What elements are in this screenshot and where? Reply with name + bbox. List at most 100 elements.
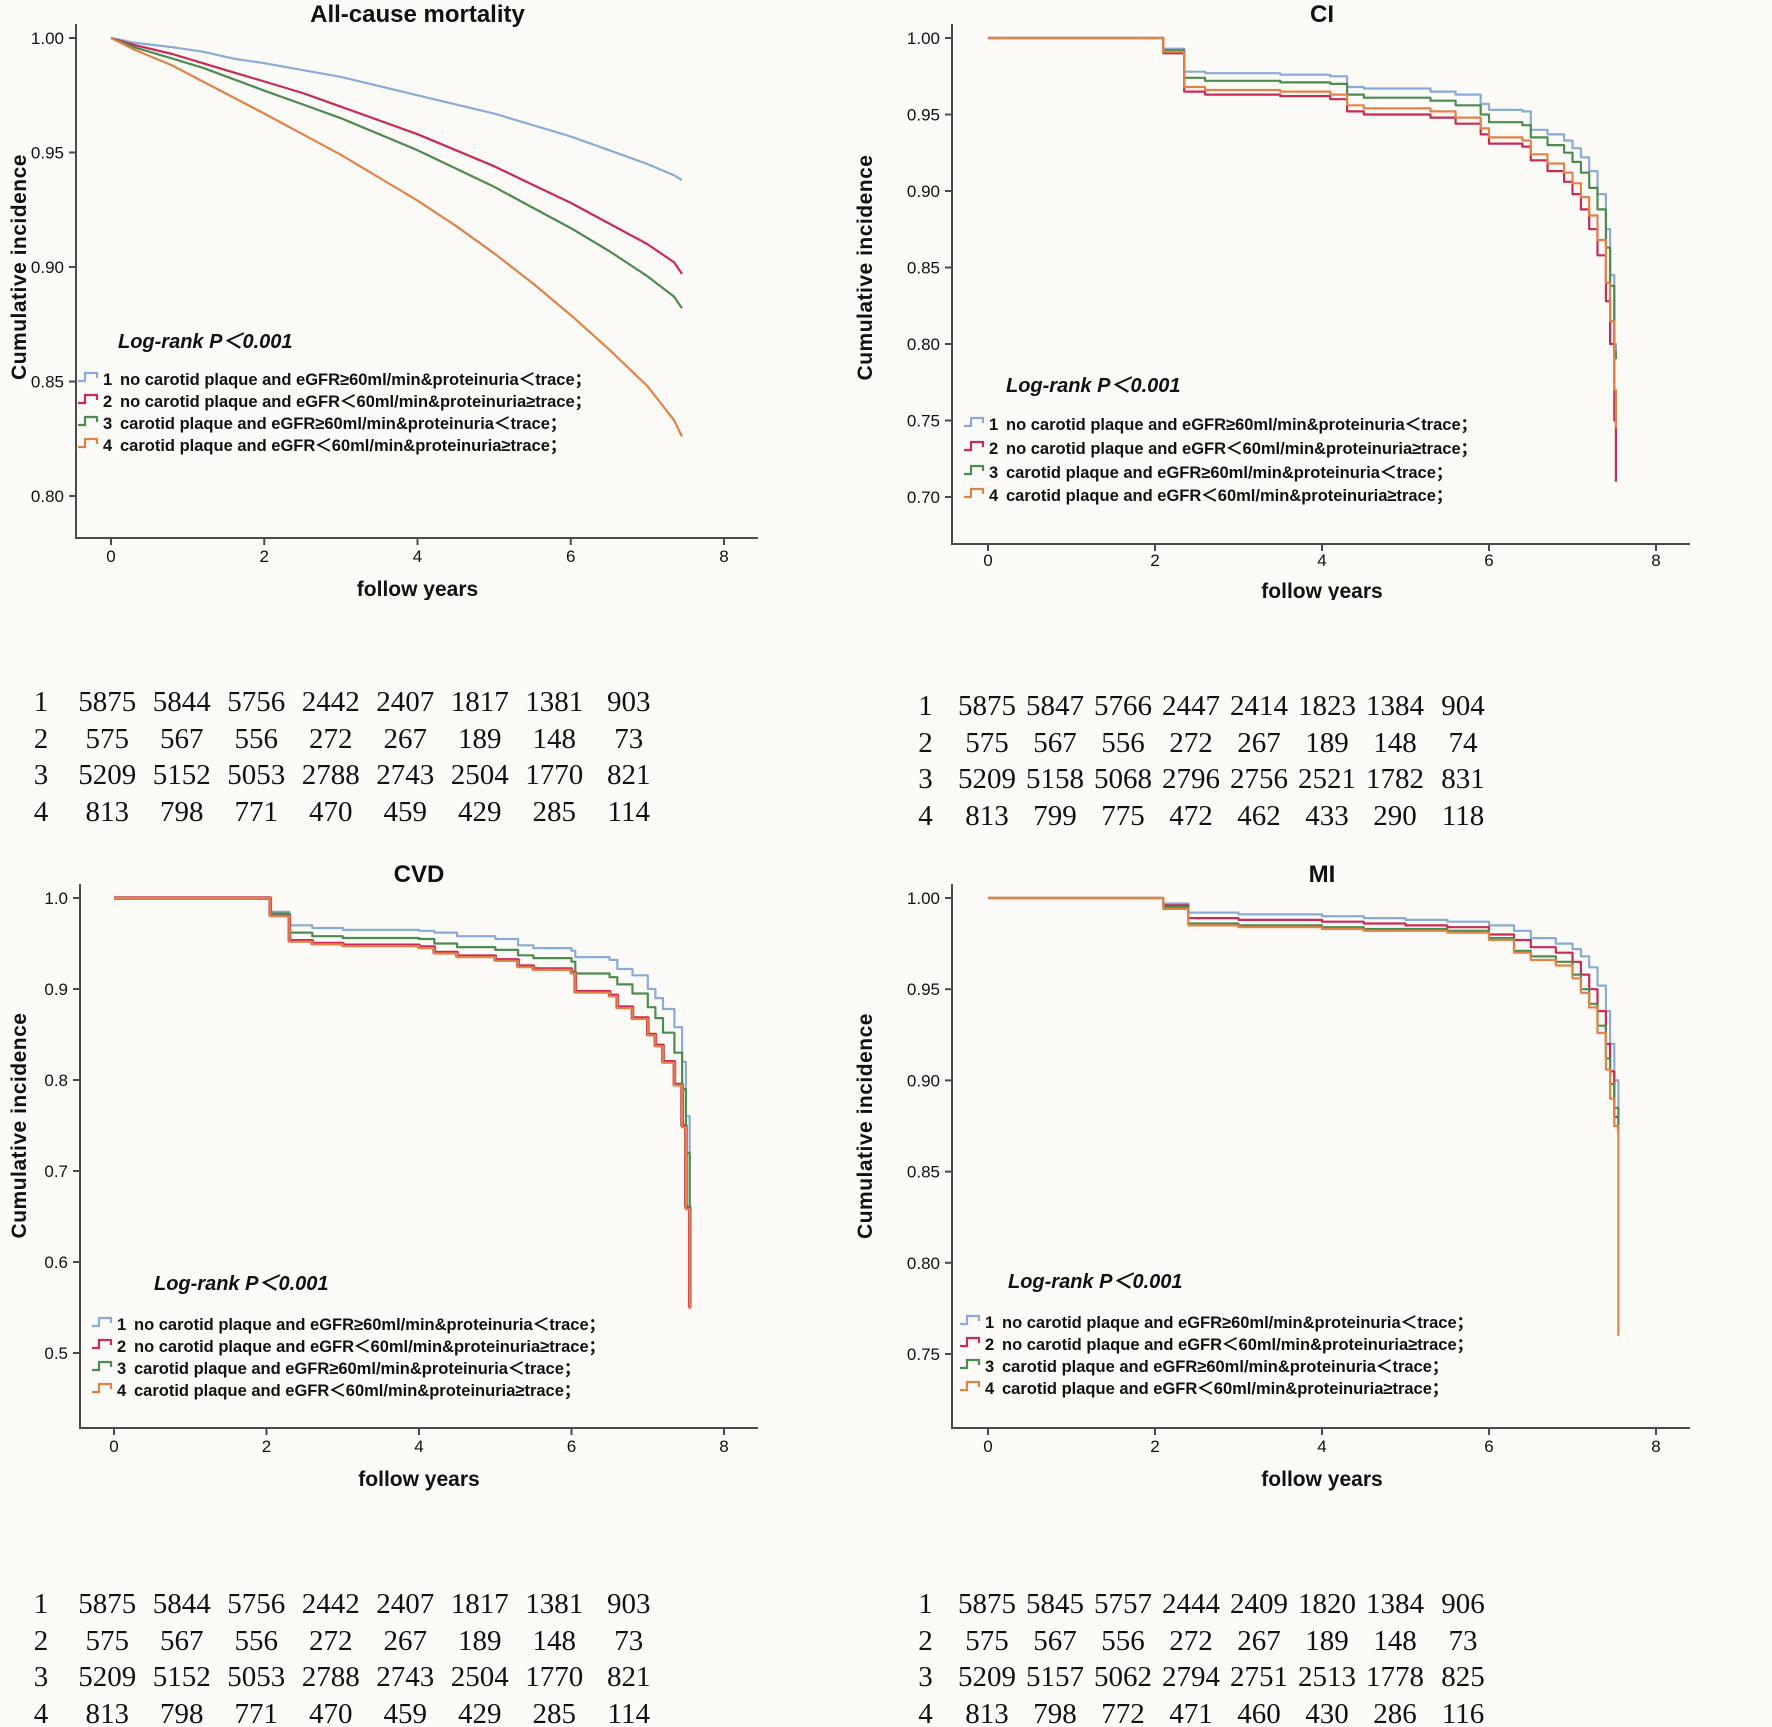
risk-table-row: 4 813 798 771 470 459 429 285 114 xyxy=(12,1696,666,1727)
risk-table-cell: 2796 xyxy=(1162,763,1220,795)
risk-table-cell: 116 xyxy=(1441,1697,1485,1727)
risk-table-cell: 2 xyxy=(33,1624,49,1657)
risk-table-cell: 556 xyxy=(1101,726,1145,759)
legend-entry-number: 4 xyxy=(103,437,113,455)
risk-table-cell: 5875 xyxy=(958,690,1016,722)
legend-entry-number: 2 xyxy=(985,1336,994,1354)
y-tick-label: 1.0 xyxy=(44,889,68,908)
axes xyxy=(75,24,758,539)
risk-table-row: 2 575 567 556 272 267 189 148 73 xyxy=(898,1623,1497,1660)
legend-entry-label: no carotid plaque and eGFR≥60ml/min&prot… xyxy=(120,371,591,389)
risk-table-cell: 267 xyxy=(383,722,428,755)
risk-table-cell: 4 xyxy=(33,795,49,828)
risk-table-cell: 1381 xyxy=(525,1588,584,1620)
y-tick-label: 0.80 xyxy=(907,1254,940,1273)
legend-entry-label: carotid plaque and eGFR≥60ml/min&protein… xyxy=(1006,464,1452,482)
risk-table-cell: 556 xyxy=(234,1624,279,1657)
risk-table-cell: 74 xyxy=(1448,726,1478,759)
y-tick-label: 0.7 xyxy=(44,1162,68,1181)
risk-table-cell: 798 xyxy=(160,795,204,828)
risk-table-cell: 5875 xyxy=(78,1588,137,1620)
risk-table-cell: 567 xyxy=(160,1624,204,1657)
km-chart-cvd: 1.0 0.9 0.8 0.7 0.6 0.5 0 2 4 6 8 CVD follow years Cu… xyxy=(8,861,758,1491)
risk-table-cell: 821 xyxy=(607,1661,651,1693)
risk-table-cell: 148 xyxy=(532,722,577,755)
risk-table-cell: 433 xyxy=(1305,799,1349,832)
risk-table-cell: 5152 xyxy=(152,759,211,791)
risk-table-cell: 2442 xyxy=(301,686,360,718)
risk-table-cell: 1782 xyxy=(1366,763,1424,795)
risk-table-cell: 5875 xyxy=(958,1588,1016,1620)
legend-entry-number: 2 xyxy=(117,1338,126,1356)
km-curve-group2 xyxy=(988,36,1617,482)
risk-table-cell: 5845 xyxy=(1026,1588,1084,1620)
y-tick-label: 0.90 xyxy=(907,182,940,201)
y-tick-label: 0.75 xyxy=(907,1345,940,1364)
legend-glyph xyxy=(78,415,99,427)
y-tick-label: 0.5 xyxy=(44,1344,68,1363)
risk-table-cell: 2442 xyxy=(301,1588,360,1620)
risk-table-cell: 189 xyxy=(458,722,502,755)
km-curve-group4 xyxy=(988,36,1617,429)
risk-table-cell: 771 xyxy=(234,1697,279,1727)
legend-glyph xyxy=(960,1336,981,1348)
x-tick-label: 0 xyxy=(983,551,992,570)
risk-table-cell: 5062 xyxy=(1094,1661,1152,1693)
risk-table-cell: 2751 xyxy=(1230,1661,1288,1693)
y-tick-label: 0.70 xyxy=(907,488,940,507)
legend-glyph xyxy=(78,393,99,405)
panel-cvd: 1.0 0.9 0.8 0.7 0.6 0.5 0 2 4 6 8 CVD follow years Cu… xyxy=(6,858,818,1505)
risk-table-cell: 1 xyxy=(33,1588,49,1620)
risk-table-cell: 189 xyxy=(1305,1624,1349,1657)
legend-entry-label: no carotid plaque and eGFR≥60ml/min&prot… xyxy=(1002,1314,1473,1332)
risk-table-cell: 290 xyxy=(1373,799,1417,832)
km-curve-group1 xyxy=(988,36,1617,355)
risk-table-cell: 556 xyxy=(234,722,279,755)
risk-table-cell: 4 xyxy=(918,799,933,832)
legend-entry-number: 4 xyxy=(117,1382,127,1400)
risk-table-row: 2 575 567 556 272 267 189 148 74 xyxy=(898,725,1497,762)
panel-ci: 1.00 0.95 0.90 0.85 0.80 0.75 0.70 0 2 4 6 8 CI follo… xyxy=(854,0,1768,605)
y-tick-label: 0.6 xyxy=(44,1253,68,1272)
risk-table-cell: 2513 xyxy=(1298,1661,1356,1693)
risk-table-cell: 1381 xyxy=(525,686,584,718)
legend-entry-number: 1 xyxy=(103,371,112,389)
risk-table-cell: 5209 xyxy=(78,1661,137,1693)
axes xyxy=(951,884,1690,1429)
risk-table-cell: 567 xyxy=(1033,726,1077,759)
risk-table-cell: 148 xyxy=(532,1624,577,1657)
risk-table-cell: 3 xyxy=(33,1661,49,1693)
risk-table-row: 3 5209 5152 5053 2788 2743 2504 1770 821 xyxy=(12,757,666,794)
risk-table-cell: 272 xyxy=(309,722,353,755)
legend-entry-number: 1 xyxy=(989,416,998,434)
legend-entry-label: no carotid plaque and eGFR≥60ml/min&prot… xyxy=(1006,416,1477,434)
risk-table-cell: 825 xyxy=(1441,1661,1485,1693)
risk-table-cell: 771 xyxy=(234,795,279,828)
risk-table-cell: 73 xyxy=(614,722,644,755)
risk-table-cell: 567 xyxy=(160,722,204,755)
risk-table-cell: 2444 xyxy=(1162,1588,1220,1620)
km-curve-group2 xyxy=(114,896,692,1308)
risk-table-cell: 575 xyxy=(85,1624,130,1657)
risk-table-cell: 1384 xyxy=(1366,690,1424,722)
risk-table-cell: 2504 xyxy=(450,759,509,791)
risk-table-cell: 5844 xyxy=(152,1588,211,1620)
risk-table-cell: 1 xyxy=(33,686,49,718)
risk-table-cell: 799 xyxy=(1033,799,1077,832)
risk-table-cell: 813 xyxy=(85,1697,130,1727)
risk-table-cell: 2756 xyxy=(1230,763,1288,795)
risk-table-cell: 272 xyxy=(1169,726,1213,759)
legend-glyph xyxy=(960,1380,981,1392)
legend-entry-label: carotid plaque and eGFR≥60ml/min&protein… xyxy=(1002,1358,1448,1376)
risk-table-cell: 1817 xyxy=(450,686,509,718)
risk-table-cell: 575 xyxy=(85,722,130,755)
risk-table-row: 1 5875 5844 5756 2442 2407 1817 1381 903 xyxy=(12,1586,666,1623)
risk-table-cell: 472 xyxy=(1169,799,1213,832)
legend-entry-label: carotid plaque and eGFR＜60ml/min&protein… xyxy=(120,437,566,455)
risk-table-cell: 267 xyxy=(1237,1624,1281,1657)
y-tick-label: 0.85 xyxy=(907,259,940,278)
risk-table-row: 3 5209 5157 5062 2794 2751 2513 1778 825 xyxy=(898,1659,1497,1696)
risk-table-cell: 5053 xyxy=(227,1661,286,1693)
risk-table-cell: 460 xyxy=(1237,1697,1281,1727)
